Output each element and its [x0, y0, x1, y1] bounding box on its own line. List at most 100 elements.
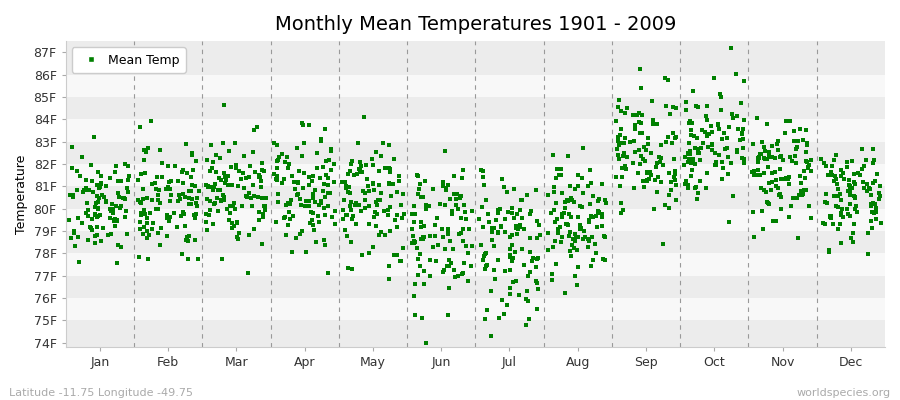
Point	[696, 140, 710, 146]
Point	[669, 196, 683, 203]
Point	[283, 201, 297, 207]
Point	[258, 207, 273, 213]
Point	[473, 166, 488, 173]
Point	[544, 277, 559, 284]
Point	[447, 173, 462, 179]
Point	[874, 220, 888, 226]
Point	[699, 112, 714, 119]
Point	[406, 232, 420, 239]
Point	[442, 285, 456, 292]
Point	[754, 208, 769, 215]
Point	[561, 153, 575, 159]
Point	[708, 162, 723, 168]
Point	[271, 199, 285, 205]
Point	[551, 230, 565, 236]
Point	[500, 188, 514, 195]
Point	[509, 230, 524, 237]
Point	[268, 175, 283, 182]
Point	[639, 147, 653, 154]
Point	[105, 210, 120, 216]
Point	[355, 169, 369, 175]
Point	[712, 126, 726, 132]
Point	[413, 236, 428, 243]
Point	[832, 220, 847, 227]
Point	[302, 220, 317, 227]
Point	[609, 174, 624, 180]
Point	[681, 185, 696, 191]
Point	[145, 181, 159, 188]
Point	[826, 193, 841, 199]
Point	[103, 215, 117, 221]
Point	[774, 152, 788, 159]
Point	[659, 138, 673, 145]
Point	[835, 170, 850, 176]
Point	[290, 144, 304, 151]
Point	[120, 185, 134, 192]
Point	[781, 176, 796, 182]
Point	[422, 203, 436, 210]
Point	[439, 186, 454, 193]
Point	[67, 194, 81, 201]
Point	[106, 206, 121, 212]
Point	[648, 176, 662, 183]
Point	[116, 195, 130, 202]
Point	[589, 240, 603, 247]
Point	[337, 197, 351, 203]
Point	[83, 224, 97, 230]
Point	[565, 242, 580, 248]
Point	[632, 118, 646, 125]
Point	[175, 212, 189, 219]
Point	[781, 214, 796, 220]
Point	[801, 165, 815, 172]
Point	[296, 184, 310, 191]
Point	[566, 236, 580, 242]
Point	[230, 183, 245, 189]
Point	[708, 158, 723, 165]
Point	[845, 184, 859, 191]
Point	[416, 236, 430, 242]
Point	[618, 162, 633, 169]
Point	[150, 230, 165, 236]
Point	[428, 222, 442, 229]
Point	[847, 178, 861, 185]
Point	[184, 174, 199, 180]
Point	[324, 167, 338, 173]
Point	[570, 246, 584, 253]
Point	[688, 184, 703, 190]
Point	[270, 142, 284, 149]
Point	[311, 202, 326, 208]
Point	[454, 215, 468, 222]
Point	[868, 205, 883, 211]
Point	[340, 232, 355, 239]
Point	[323, 190, 338, 196]
Point	[140, 195, 155, 201]
Point	[763, 154, 778, 160]
Point	[217, 197, 231, 204]
Point	[319, 194, 333, 200]
Point	[251, 172, 266, 178]
Point	[845, 229, 859, 236]
Point	[192, 188, 206, 195]
Point	[186, 212, 201, 218]
Point	[583, 180, 598, 186]
Point	[281, 200, 295, 206]
Point	[107, 217, 122, 224]
Point	[76, 189, 91, 195]
Point	[423, 233, 437, 239]
Point	[255, 160, 269, 166]
Point	[252, 217, 266, 223]
Point	[700, 170, 715, 176]
Point	[860, 180, 875, 187]
Point	[199, 219, 213, 225]
Point	[636, 184, 651, 190]
Point	[785, 158, 799, 164]
Point	[689, 196, 704, 202]
Point	[94, 173, 108, 179]
Point	[488, 276, 502, 282]
Point	[823, 247, 837, 254]
Point	[746, 172, 760, 179]
Point	[668, 177, 682, 183]
Point	[184, 188, 198, 194]
Point	[758, 156, 772, 162]
Point	[122, 177, 136, 183]
